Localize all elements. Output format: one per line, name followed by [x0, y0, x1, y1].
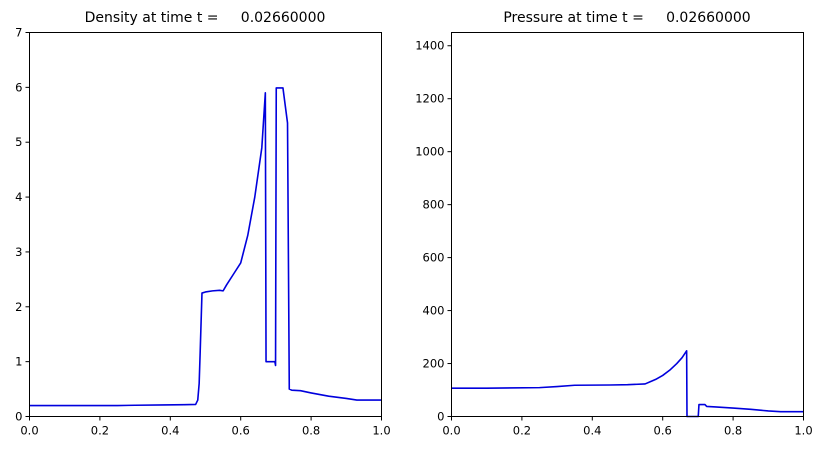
- pressure-y-tick-label: 1000: [415, 145, 444, 159]
- density-y-tick-label: 5: [15, 135, 22, 149]
- pressure-plot-frame: [451, 32, 804, 417]
- density-x-tick-label: 0.8: [302, 424, 320, 438]
- density-line: [29, 87, 382, 407]
- density-y-tick-label: 3: [15, 245, 22, 259]
- density-x-tick-label: 1.0: [372, 424, 390, 438]
- pressure-chart: Pressure at time t = 0.02660000 0.0 0.2 0.…: [415, 10, 812, 438]
- density-chart: Density at time t = 0.02660000 0.0 0.2 0.4…: [15, 10, 390, 438]
- pressure-y-tick-label: 200: [423, 357, 445, 371]
- density-y-tick-label: 2: [15, 300, 22, 314]
- density-y-tick-label: 7: [15, 26, 22, 40]
- density-y-tick-label: 0: [15, 410, 22, 424]
- pressure-y-tick-label: 1400: [415, 39, 444, 53]
- pressure-y-tick-label: 0: [437, 410, 444, 424]
- pressure-line: [451, 350, 804, 418]
- density-x-tick-label: 0.2: [91, 424, 109, 438]
- pressure-x-tick-label: 1.0: [794, 424, 812, 438]
- pressure-y-tick-label: 600: [423, 251, 445, 265]
- density-plot-frame: [29, 32, 382, 417]
- pressure-x-tick-label: 0.6: [654, 424, 672, 438]
- pressure-x-tick-label: 0.2: [513, 424, 531, 438]
- pressure-y-tick-label: 1200: [415, 92, 444, 106]
- pressure-x-tick-label: 0.8: [724, 424, 742, 438]
- pressure-y-tick-label: 400: [423, 304, 445, 318]
- pressure-x-tick-label: 0.4: [583, 424, 601, 438]
- density-chart-title: Density at time t = 0.02660000: [85, 10, 326, 26]
- density-x-tick-label: 0.6: [232, 424, 250, 438]
- density-chart-ticks: 0.0 0.2 0.4 0.6 0.8 1.0 0 1 2 3 4 5 6 7: [15, 26, 390, 438]
- pressure-chart-ticks: 0.0 0.2 0.4 0.6 0.8 1.0 0 200 400 600 800 1000 1200 1…: [415, 39, 812, 438]
- pressure-chart-title: Pressure at time t = 0.02660000: [503, 10, 750, 26]
- pressure-y-tick-label: 800: [423, 198, 445, 212]
- density-x-tick-label: 0.0: [20, 424, 38, 438]
- pressure-x-tick-label: 0.0: [442, 424, 460, 438]
- density-y-tick-label: 1: [15, 355, 22, 369]
- density-x-tick-label: 0.4: [161, 424, 179, 438]
- density-y-tick-label: 6: [15, 80, 22, 94]
- density-y-tick-label: 4: [15, 190, 22, 204]
